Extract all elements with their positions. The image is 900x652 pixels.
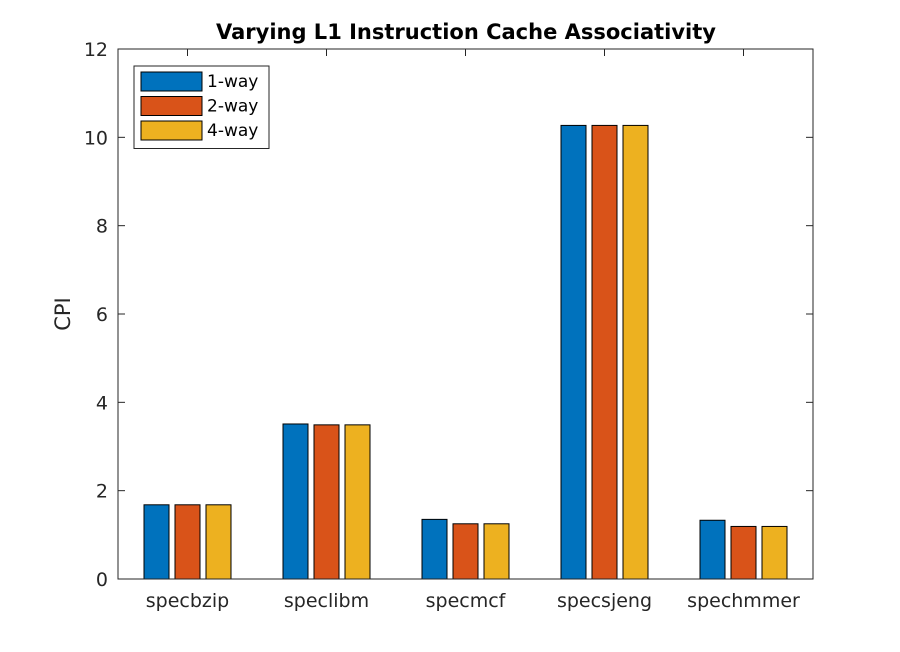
y-tick-label: 8 — [96, 216, 108, 238]
bar-4-way-spechmmer — [761, 525, 788, 580]
bar-2-way-specbzip — [174, 504, 201, 580]
plot-frame — [117, 48, 814, 580]
bar-2-way-specmcf — [452, 523, 479, 580]
legend-swatch-4-way — [140, 120, 203, 141]
bar-1-way-specmcf — [421, 518, 448, 580]
x-tick-label: specbzip — [146, 590, 229, 612]
bar-1-way-speclibm — [282, 423, 309, 580]
legend-swatch-2-way — [140, 96, 203, 116]
bar-1-way-specbzip — [143, 504, 170, 580]
bar-4-way-specbzip — [205, 504, 232, 580]
y-tick-label: 6 — [96, 304, 108, 326]
bar-2-way-specsjeng — [591, 124, 618, 580]
bar-2-way-speclibm — [313, 424, 340, 580]
legend-label-1-way: 1-way — [207, 72, 258, 92]
bar-4-way-specsjeng — [622, 124, 649, 580]
x-tick-label: spechmmer — [687, 590, 800, 612]
y-tick-label: 10 — [84, 127, 108, 149]
bar-4-way-specmcf — [483, 523, 510, 580]
bar-2-way-spechmmer — [730, 525, 757, 580]
legend-label-4-way: 4-way — [207, 121, 258, 141]
x-tick-label: speclibm — [284, 590, 369, 612]
y-tick-label: 0 — [96, 569, 108, 591]
bar-4-way-speclibm — [344, 424, 371, 580]
y-axis-label: CPI — [51, 297, 75, 331]
bar-1-way-spechmmer — [699, 519, 726, 580]
legend-swatch-1-way — [140, 71, 203, 92]
x-tick-label: specsjeng — [557, 590, 652, 612]
legend: 1-way 2-way 4-way — [133, 65, 270, 149]
y-tick-label: 2 — [96, 481, 108, 503]
y-tick-label: 4 — [96, 392, 108, 414]
bar-1-way-specsjeng — [560, 124, 587, 580]
y-tick-label: 12 — [84, 39, 108, 61]
x-tick-label: specmcf — [426, 590, 507, 612]
legend-label-2-way: 2-way — [207, 97, 258, 117]
chart-title: Varying L1 Instruction Cache Associativi… — [216, 20, 716, 44]
